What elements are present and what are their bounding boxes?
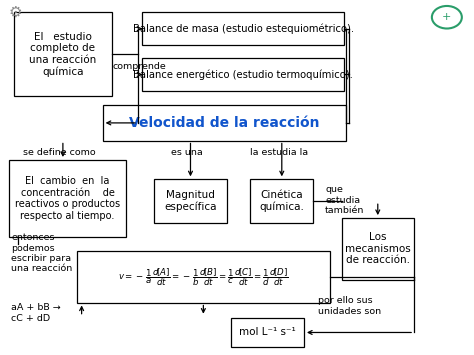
Text: que
estudia
también: que estudia también (325, 186, 365, 215)
FancyBboxPatch shape (9, 160, 126, 237)
Text: Velocidad de la reacción: Velocidad de la reacción (129, 116, 319, 130)
Text: la estudia la: la estudia la (250, 148, 308, 157)
FancyBboxPatch shape (143, 12, 344, 45)
Text: ⚙: ⚙ (9, 5, 23, 20)
Text: $v = -\,\dfrac{1}{a}\dfrac{d\![A]}{dt} = -\,\dfrac{1}{b}\dfrac{d\![B]}{dt} = \df: $v = -\,\dfrac{1}{a}\dfrac{d\![A]}{dt} =… (118, 266, 289, 288)
Text: El   estudio
completo de
una reacción
química: El estudio completo de una reacción quím… (29, 32, 97, 77)
Text: aA + bB →
cC + dD: aA + bB → cC + dD (11, 304, 61, 323)
Text: Los
mecanismos
de reacción.: Los mecanismos de reacción. (345, 232, 410, 266)
Text: es una: es una (171, 148, 202, 157)
FancyBboxPatch shape (103, 105, 346, 141)
FancyBboxPatch shape (77, 251, 330, 302)
Text: por ello sus
unidades son: por ello sus unidades son (318, 296, 381, 316)
Text: mol L⁻¹ s⁻¹: mol L⁻¹ s⁻¹ (239, 327, 296, 338)
Text: entonces
podemos
escribir para
una reacción: entonces podemos escribir para una reacc… (11, 233, 73, 273)
Text: +: + (442, 12, 452, 22)
Text: Balance energético (estudio termoquímico).: Balance energético (estudio termoquímico… (133, 69, 353, 80)
Text: Balance de masa (estudio estequiométrico).: Balance de masa (estudio estequiométrico… (133, 23, 354, 34)
Text: Cinética
química.: Cinética química. (259, 190, 304, 212)
FancyBboxPatch shape (341, 218, 414, 280)
Text: Magnitud
específica: Magnitud específica (164, 190, 217, 212)
FancyBboxPatch shape (154, 179, 227, 223)
FancyBboxPatch shape (231, 318, 304, 346)
FancyBboxPatch shape (250, 179, 313, 223)
FancyBboxPatch shape (14, 12, 112, 97)
Text: se define como: se define como (23, 148, 96, 157)
Text: comprende: comprende (112, 62, 166, 71)
Text: El  cambio  en  la
concentración    de
reactivos o productos
respecto al tiempo.: El cambio en la concentración de reactiv… (15, 176, 120, 221)
FancyBboxPatch shape (143, 58, 344, 91)
